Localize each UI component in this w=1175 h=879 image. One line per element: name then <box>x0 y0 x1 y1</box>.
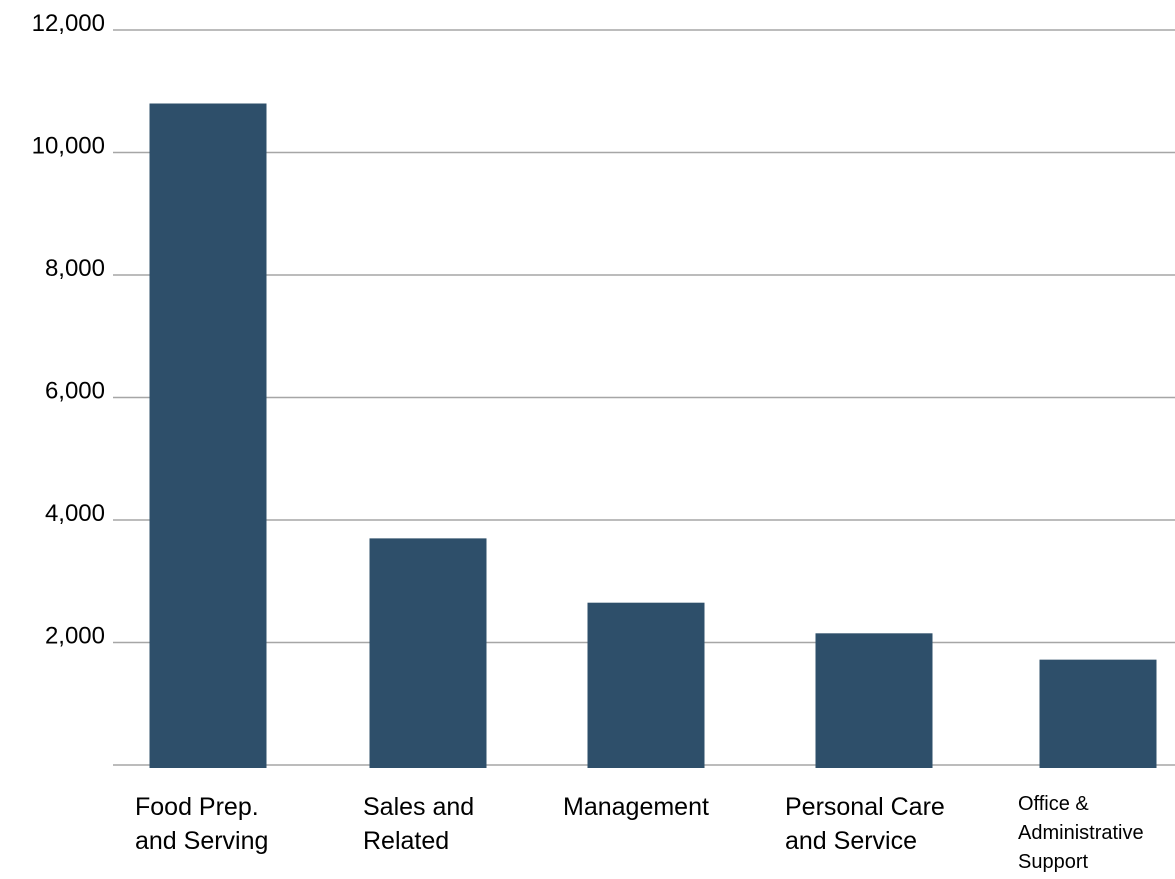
x-category-label: Sales and Related <box>363 793 474 855</box>
gridlines <box>113 29 1175 766</box>
x-category-label: Office & Administrative Support <box>1018 793 1144 873</box>
y-tick-label: 12,000 <box>32 10 105 37</box>
x-category-label-line: Personal Care <box>785 793 945 821</box>
x-category-label: Management <box>563 793 709 821</box>
x-category-label-line: Support <box>1018 851 1088 873</box>
x-category-label-line: and Service <box>785 827 917 855</box>
y-tick-label: 6,000 <box>45 378 105 405</box>
x-category-label-line: Related <box>363 827 449 855</box>
x-category-label-line: Sales and <box>363 793 474 821</box>
y-axis-tick-labels: 2,000 4,000 6,000 8,000 10,000 12,000 <box>32 10 105 650</box>
y-tick-label: 4,000 <box>45 500 105 527</box>
x-category-label-line: Management <box>563 793 709 821</box>
x-category-label-line: Food Prep. <box>135 793 259 821</box>
bar-4 <box>815 633 933 768</box>
bar-5 <box>1039 659 1157 768</box>
y-tick-label: 2,000 <box>45 623 105 650</box>
y-tick-label: 10,000 <box>32 133 105 160</box>
bar-3 <box>587 602 705 768</box>
x-category-label: Personal Care and Service <box>785 793 945 855</box>
x-axis-category-labels: Food Prep. and Serving Sales and Related Man… <box>135 793 1144 873</box>
x-category-label: Food Prep. and Serving <box>135 793 268 855</box>
y-tick-label: 8,000 <box>45 255 105 282</box>
x-category-label-line: and Serving <box>135 827 268 855</box>
bars <box>149 103 1157 768</box>
x-category-label-line: Administrative <box>1018 822 1144 844</box>
bar-2 <box>369 538 487 768</box>
x-category-label-line: Office & <box>1018 793 1089 815</box>
bar-1 <box>149 103 267 768</box>
